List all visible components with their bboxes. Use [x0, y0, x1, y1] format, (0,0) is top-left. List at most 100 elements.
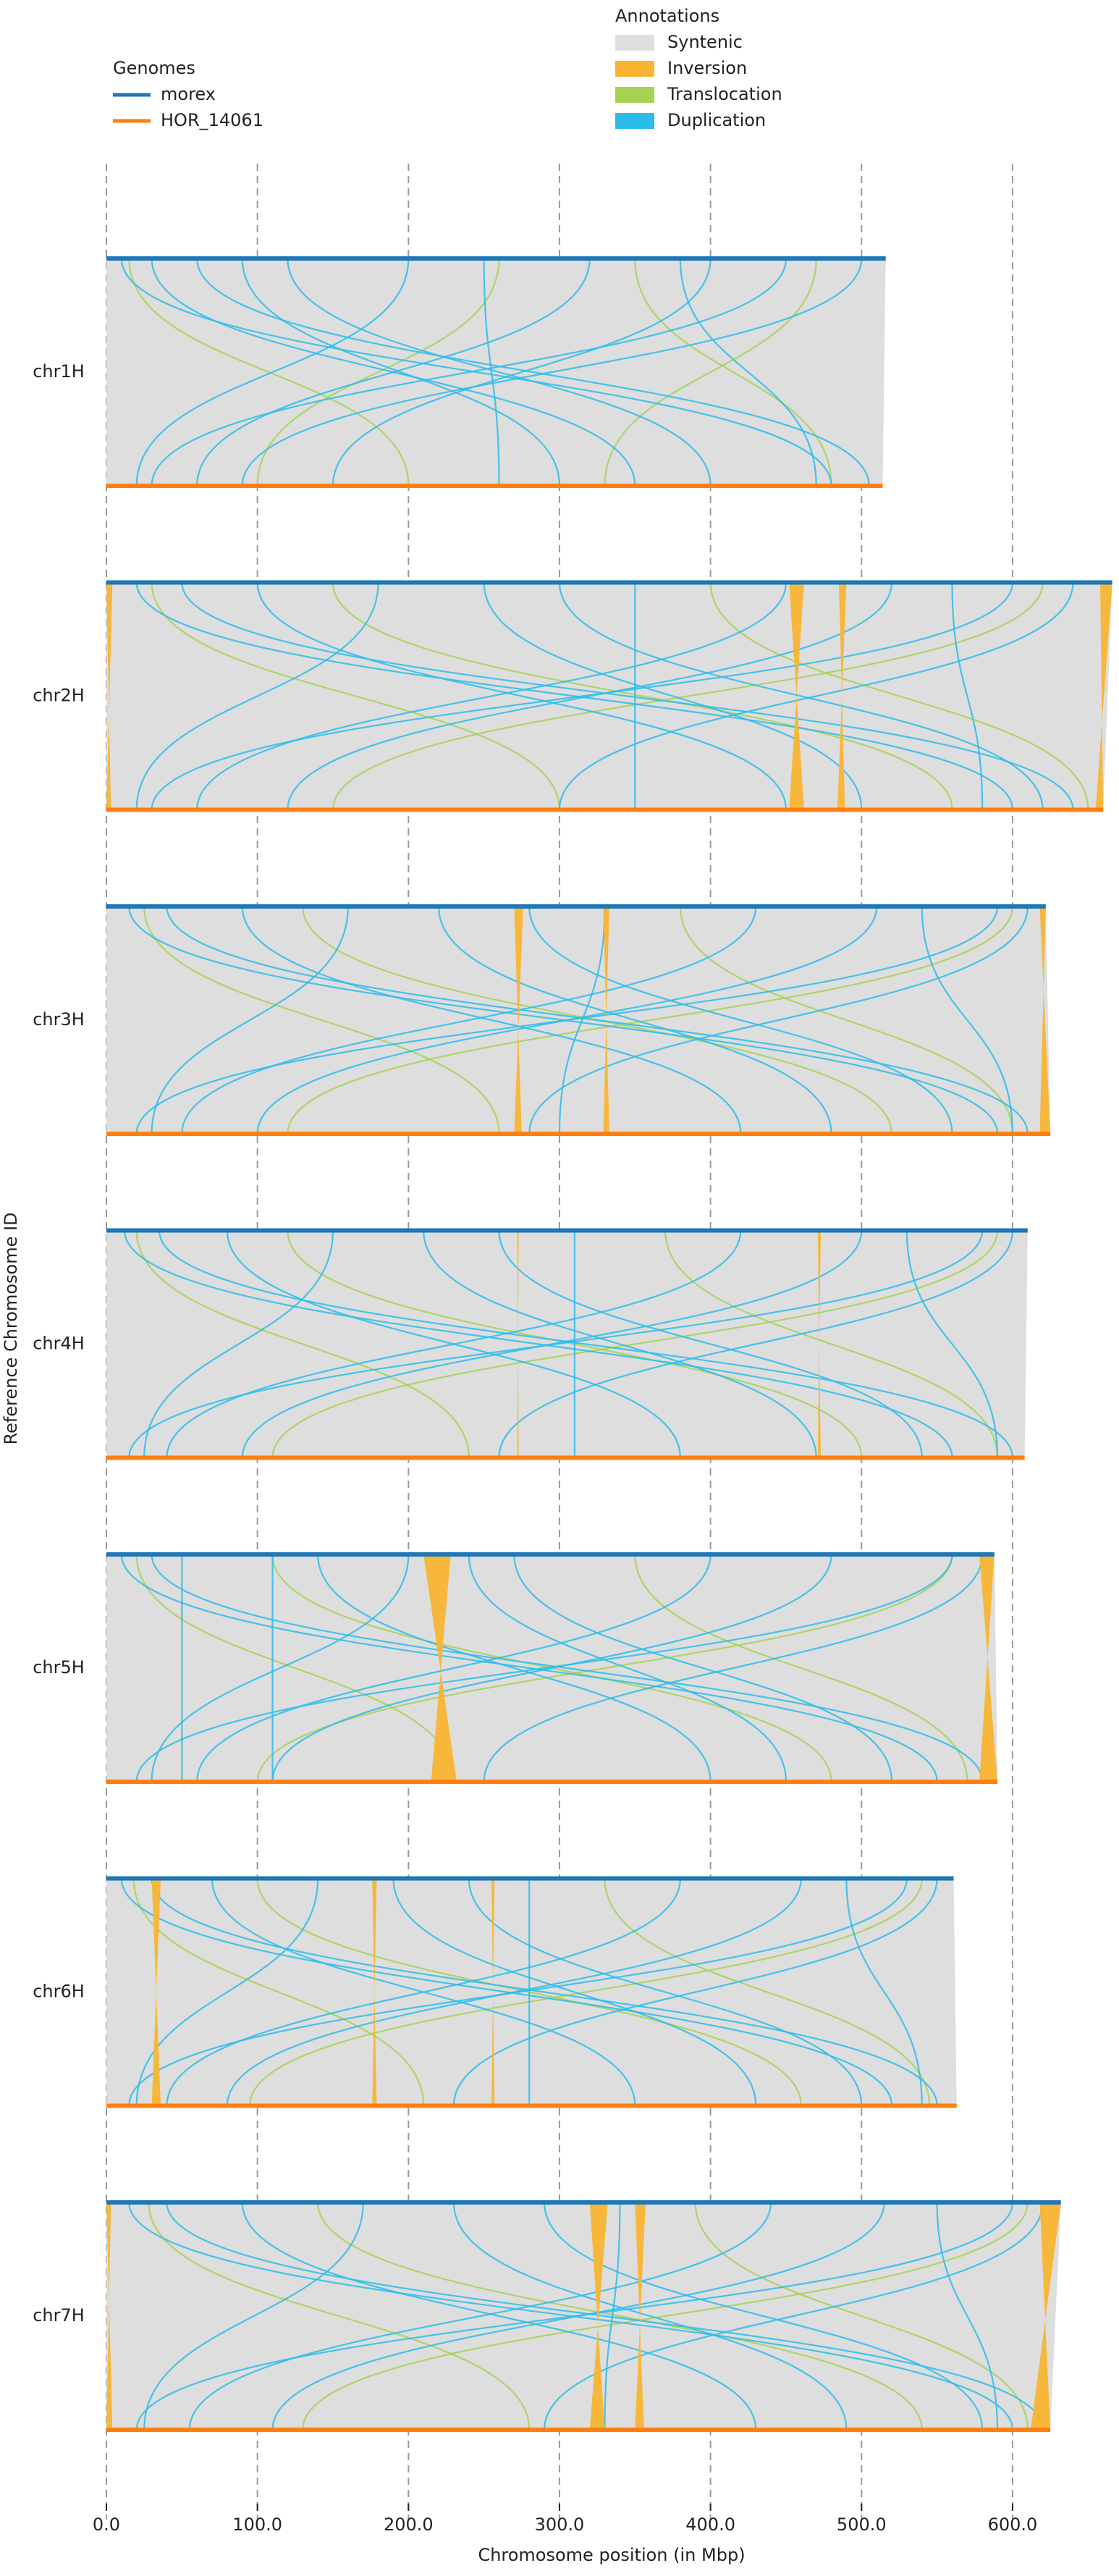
- duplication-link: [151, 1554, 410, 1782]
- duplication-link: [120, 1878, 893, 2106]
- x-axis-title: Chromosome position (in Mbp): [478, 2545, 745, 2565]
- duplication-link: [544, 2202, 984, 2430]
- duplication-link: [679, 258, 817, 487]
- duplication-link: [151, 1554, 984, 1782]
- duplication-link: [128, 1230, 984, 1458]
- y-tick-label: chr4H: [33, 1334, 85, 1354]
- translocation-link: [302, 2202, 1029, 2430]
- duplication-link: [196, 258, 591, 487]
- duplication-link: [558, 582, 1044, 810]
- y-tick-label: chr1H: [33, 361, 85, 382]
- y-tick-label: chr2H: [33, 686, 85, 706]
- translocation-link: [709, 582, 1089, 810]
- x-tick-label: 0.0: [93, 2514, 120, 2535]
- duplication-link: [241, 906, 742, 1135]
- duplication-link: [483, 1554, 984, 1782]
- inversion: [837, 582, 847, 810]
- duplication-link: [498, 1230, 1014, 1458]
- inversion: [491, 1878, 495, 2106]
- duplication-link: [166, 2202, 1044, 2430]
- duplication-link: [196, 258, 870, 487]
- duplication-link: [241, 258, 863, 487]
- duplication-link: [151, 1878, 938, 2106]
- legend-label: HOR_14061: [161, 110, 263, 130]
- duplication-link: [905, 1230, 999, 1458]
- inversion: [1030, 2202, 1061, 2430]
- translocation-link: [143, 906, 500, 1135]
- legend-swatch: [615, 61, 654, 77]
- duplication-link: [936, 2202, 999, 2430]
- translocation-link: [679, 906, 1014, 1135]
- syntenic-region: [106, 906, 1051, 1134]
- duplication-link: [452, 2202, 848, 2430]
- duplication-link: [951, 582, 984, 810]
- duplication-link: [287, 582, 893, 810]
- y-axis-title: Reference Chromosome ID: [1, 1212, 21, 1444]
- translocation-link: [287, 906, 1014, 1135]
- inversion: [151, 1878, 161, 2106]
- duplication-link: [483, 258, 500, 487]
- duplication-link: [452, 1878, 938, 2106]
- translocation-link: [256, 1554, 953, 1782]
- duplication-link: [271, 1554, 832, 1782]
- duplication-link: [135, 2202, 1014, 2430]
- legend-title: Annotations: [615, 6, 719, 26]
- duplication-link: [166, 1230, 742, 1458]
- duplication-link: [123, 1230, 953, 1458]
- duplication-link: [158, 1230, 1014, 1458]
- duplication-link: [241, 2202, 757, 2430]
- x-tick-label: 400.0: [685, 2514, 735, 2535]
- translocation-link: [332, 582, 953, 810]
- duplication-link: [513, 1554, 893, 1782]
- inversion: [372, 1878, 377, 2106]
- duplication-link: [151, 906, 349, 1135]
- duplication-link: [528, 906, 953, 1135]
- duplication-link: [166, 1878, 681, 2106]
- duplication-link: [135, 1554, 953, 1782]
- x-tick-label: 500.0: [837, 2514, 887, 2535]
- translocation-link: [256, 258, 500, 487]
- duplication-link: [135, 582, 379, 810]
- x-tick-label: 600.0: [988, 2514, 1038, 2535]
- duplication-link: [317, 1554, 711, 1782]
- inversion: [817, 1230, 821, 1458]
- inversion: [1095, 582, 1112, 810]
- translocation-link: [249, 1878, 923, 2106]
- duplication-link: [143, 1230, 334, 1458]
- x-tick-label: 200.0: [384, 2514, 434, 2535]
- translocation-link: [151, 582, 561, 810]
- inversion: [603, 906, 609, 1134]
- duplication-link: [287, 258, 711, 487]
- inversion: [517, 1230, 519, 1458]
- duplication-link: [241, 258, 561, 487]
- duplication-link: [135, 258, 410, 487]
- legend-swatch: [615, 35, 654, 51]
- translocation-link: [128, 258, 410, 487]
- duplication-link: [845, 1878, 923, 2106]
- duplication-link: [143, 2202, 364, 2430]
- legend-label: Duplication: [667, 110, 766, 130]
- inversion: [979, 1554, 998, 1782]
- duplication-link: [135, 1878, 319, 2106]
- duplication-link: [135, 582, 1014, 810]
- translocation-link: [604, 1878, 931, 2106]
- duplication-link: [166, 906, 1029, 1135]
- syntenic-region: [106, 1230, 1028, 1458]
- y-tick-label: chr5H: [33, 1657, 85, 1678]
- duplication-link: [181, 906, 757, 1135]
- inversion: [1039, 906, 1051, 1134]
- x-tick-label: 100.0: [232, 2514, 282, 2535]
- duplication-link: [437, 906, 832, 1135]
- legend-swatch: [615, 87, 654, 103]
- duplication-link: [423, 1230, 817, 1458]
- duplication-link: [558, 906, 606, 1135]
- translocation-link: [604, 258, 817, 487]
- inversion: [423, 1554, 457, 1782]
- inversion: [514, 906, 523, 1134]
- syntenic-region: [106, 2202, 1061, 2430]
- duplication-link: [332, 258, 711, 487]
- translocation-link: [664, 1230, 999, 1458]
- legend-swatch: [615, 113, 654, 129]
- inversion: [106, 2202, 113, 2430]
- duplication-link: [468, 1554, 787, 1782]
